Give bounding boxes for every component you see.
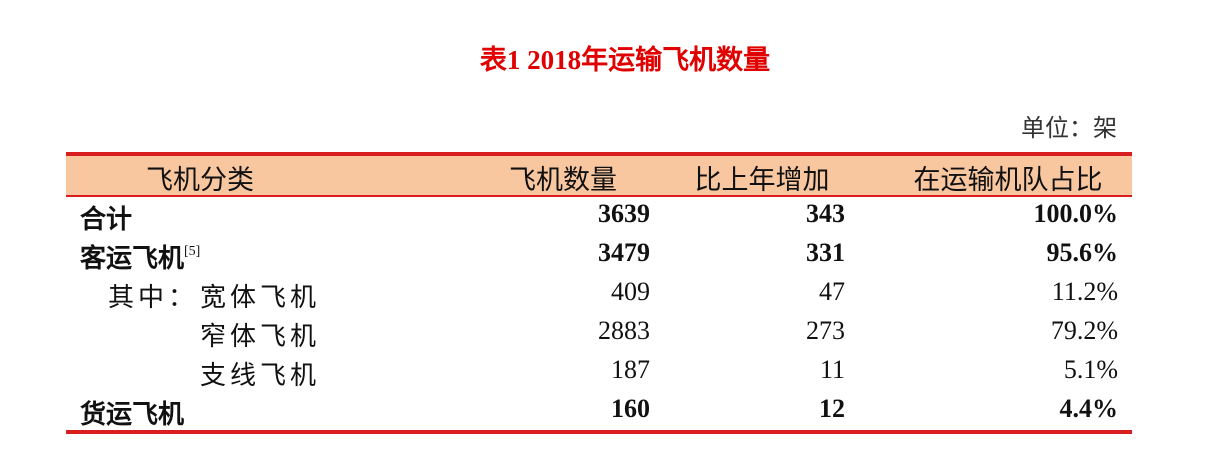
bottom-rule: [66, 430, 1132, 434]
table-title: 表1 2018年运输飞机数量: [479, 45, 771, 75]
table-cell: 343: [806, 199, 845, 228]
table-cell: 3479: [598, 238, 650, 267]
table-cell: 95.6%: [1046, 238, 1119, 267]
table-cell: 47: [819, 277, 845, 306]
row-label: 窄体飞机: [200, 322, 321, 351]
column-header: 在运输机队占比: [913, 165, 1103, 195]
row-prefix: 其中：: [108, 283, 199, 312]
table-cell: 331: [806, 238, 845, 267]
table-cell: 3639: [598, 199, 650, 228]
table-cell: 187: [611, 355, 650, 384]
table-cell: 2883: [598, 316, 650, 345]
column-header: 飞机分类: [146, 165, 254, 195]
row-label: 支线飞机: [200, 361, 321, 390]
top-rule: [66, 152, 1132, 156]
table-cell: 79.2%: [1050, 316, 1118, 345]
table-cell: 5.1%: [1063, 355, 1118, 384]
table-cell: 409: [611, 277, 650, 306]
row-label: 客运飞机[5]: [80, 244, 201, 273]
table-cell: 160: [611, 394, 650, 423]
unit-label: 单位：架: [1021, 116, 1117, 142]
table-cell: 11.2%: [1051, 277, 1118, 306]
column-header: 比上年增加: [694, 165, 830, 195]
table-cell: 4.4%: [1059, 394, 1119, 423]
table-cell: 12: [819, 394, 845, 423]
table-cell: 11: [819, 355, 845, 384]
table-cell: 100.0%: [1033, 199, 1119, 228]
column-header: 飞机数量: [509, 165, 617, 195]
footnote-ref: [5]: [184, 244, 201, 259]
header-rule: [66, 195, 1132, 197]
row-label: 宽体飞机: [200, 283, 321, 312]
row-label: 货运飞机: [80, 400, 185, 429]
row-label: 合计: [80, 205, 133, 234]
table-cell: 273: [806, 316, 845, 345]
header-background: [66, 156, 1132, 195]
